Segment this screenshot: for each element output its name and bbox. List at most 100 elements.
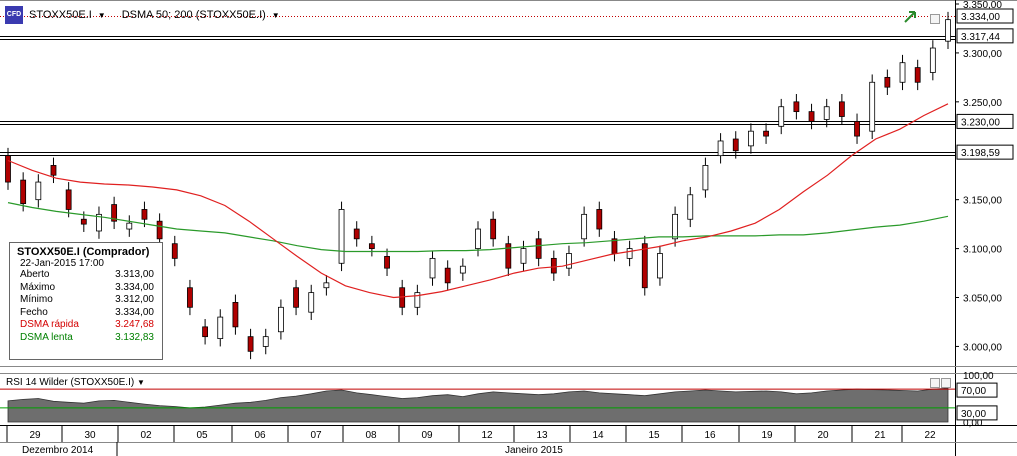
candle-body <box>262 336 269 347</box>
candle-body <box>126 222 133 230</box>
rsi-level-label: 30,00 <box>961 409 986 420</box>
pane-close-icon[interactable] <box>941 378 951 388</box>
data-window-title: STOXX50E.I (Comprador) <box>17 246 150 258</box>
price-level-label: 3.198,59 <box>961 148 1000 159</box>
candle-body <box>293 287 299 308</box>
candle-body <box>945 19 951 42</box>
price-axis-label: 3.300,00 <box>963 49 1002 60</box>
price-level-box <box>956 144 1014 160</box>
time-axis-label: 06 <box>254 430 266 441</box>
chevron-down-icon[interactable]: ▼ <box>271 10 280 20</box>
price-level-box <box>956 8 1014 24</box>
price-axis-label: 3.050,00 <box>963 294 1002 305</box>
candle-body <box>550 257 557 274</box>
price-axis-label: 3.250,00 <box>963 98 1002 109</box>
candle-body <box>414 292 421 308</box>
time-axis-label: 15 <box>648 430 660 441</box>
candle-body <box>202 326 208 338</box>
price-axis-label: 3.000,00 <box>963 342 1002 353</box>
price-level-label: 3.317,44 <box>961 32 1000 43</box>
candle-body <box>459 265 466 274</box>
price-axis-label: 3.150,00 <box>963 196 1002 207</box>
candle-body <box>323 282 330 289</box>
rsi-level-box <box>956 382 998 398</box>
price-level-label: 3.334,00 <box>961 12 1000 23</box>
candle-body <box>475 228 481 249</box>
time-axis-label: 29 <box>29 430 41 441</box>
candle-body <box>20 179 27 204</box>
fast-ma-line <box>7 103 949 299</box>
month-label: Janeiro 2015 <box>505 445 563 456</box>
candle-body <box>141 209 148 220</box>
row-value: 3.334,00 <box>115 281 154 293</box>
candle-body <box>838 101 845 117</box>
candle-body <box>657 253 663 279</box>
candle-body <box>505 243 512 269</box>
candle-body <box>187 287 193 308</box>
trend-arrow-icon <box>904 11 916 23</box>
candle-body <box>65 189 72 210</box>
pane-restore-icon[interactable] <box>930 14 940 24</box>
chart-header: CFD STOXX50E.I ▼ DSMA 50; 200 (STOXX50E.… <box>0 0 290 30</box>
time-axis-label: 22 <box>924 430 936 441</box>
time-axis-label: 07 <box>310 430 322 441</box>
candle-body <box>899 62 906 83</box>
candle-body <box>520 248 527 264</box>
indicator-selector[interactable]: DSMA 50; 200 (STOXX50E.I) <box>121 9 266 21</box>
candle-body <box>702 165 709 191</box>
symbol-selector[interactable]: STOXX50E.I <box>29 9 92 21</box>
candle-body <box>80 218 87 225</box>
candle-body <box>338 209 345 264</box>
candle-body <box>641 243 648 289</box>
candle-body <box>384 256 390 269</box>
candle-body <box>732 138 739 152</box>
candle-body <box>929 47 936 73</box>
rsi-axis-label: 0,00 <box>963 418 983 429</box>
price-level-box <box>956 28 1014 44</box>
candle-body <box>232 302 239 328</box>
candle-body <box>763 130 769 137</box>
rsi-level-box <box>956 405 998 421</box>
candle-body <box>5 155 11 183</box>
candle-body <box>672 213 678 240</box>
row-label: Fecho <box>20 306 48 318</box>
row-label: DSMA rápida <box>20 319 79 330</box>
candle-body <box>581 213 588 240</box>
candle-body <box>596 209 603 230</box>
candle-body <box>353 228 360 240</box>
data-window-date: 22-Jan-2015 17:00 <box>20 258 104 269</box>
time-axis-label: 13 <box>536 430 548 441</box>
candle-body <box>687 194 694 220</box>
time-axis-label: 08 <box>365 430 377 441</box>
data-window-row: Mínimo 3.312,00 <box>10 294 162 307</box>
candle-body <box>808 111 815 122</box>
row-value: 3.334,00 <box>115 306 154 318</box>
candle-body <box>247 336 254 352</box>
data-window-row: Máximo 3.334,00 <box>10 282 162 295</box>
candle-body <box>96 213 102 232</box>
row-label: Mínimo <box>20 294 53 305</box>
row-value: 3.247,68 <box>115 319 154 330</box>
candle-body <box>535 238 542 259</box>
time-axis-label: 19 <box>761 430 773 441</box>
pane-restore-icon[interactable] <box>930 378 940 388</box>
data-window-row: DSMA lenta 3.132,83 <box>10 332 162 345</box>
time-axis-label: 20 <box>817 430 829 441</box>
candle-body <box>368 243 375 249</box>
price-level-box <box>956 113 1014 129</box>
time-axis-label: 02 <box>140 430 152 441</box>
candle-body <box>717 140 724 157</box>
rsi-header[interactable]: RSI 14 Wilder (STOXX50E.I) ▼ <box>6 377 145 388</box>
chevron-down-icon[interactable]: ▼ <box>97 10 106 20</box>
price-axis-label: 3.100,00 <box>963 245 1002 256</box>
chevron-down-icon[interactable]: ▼ <box>136 378 145 387</box>
data-window-row: Aberto 3.313,00 <box>10 269 162 282</box>
candle-body <box>566 253 572 269</box>
time-axis-label: 14 <box>592 430 604 441</box>
rsi-axis-label: 100,00 <box>963 371 994 382</box>
time-axis-label: 09 <box>421 430 433 441</box>
candle-body <box>793 101 800 113</box>
row-label: Aberto <box>20 269 50 280</box>
price-level-label: 3.230,00 <box>961 117 1000 128</box>
